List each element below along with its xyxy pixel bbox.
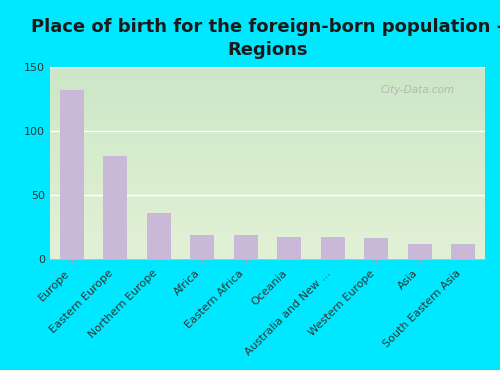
- Bar: [190, 235, 214, 259]
- Bar: [104, 157, 127, 259]
- Bar: [147, 213, 171, 259]
- Bar: [278, 237, 301, 259]
- Bar: [321, 237, 344, 259]
- Text: City-Data.com: City-Data.com: [380, 85, 454, 95]
- Title: Place of birth for the foreign-born population -
Regions: Place of birth for the foreign-born popu…: [31, 18, 500, 60]
- Bar: [234, 235, 258, 259]
- Bar: [408, 243, 432, 259]
- Bar: [364, 239, 388, 259]
- Bar: [60, 90, 84, 259]
- Bar: [452, 243, 475, 259]
